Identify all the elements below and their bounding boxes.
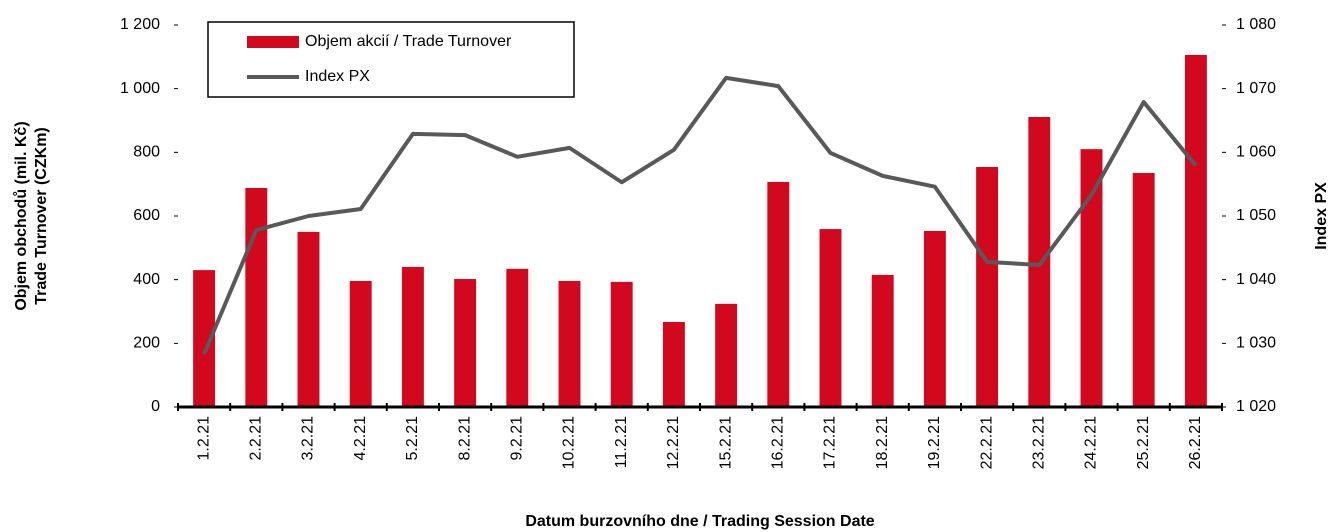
x-tick-label: 2.2.21 [248,416,265,461]
x-axis-title: Datum burzovního dne / Trading Session D… [525,513,874,530]
bar [715,303,738,407]
y-tick-label: 1 000 [120,80,160,97]
bar [923,230,946,407]
x-tick-label: 4.2.21 [352,416,369,461]
x-tick-label: 11.2.21 [613,416,630,468]
y2-tick-label: 1 070 [1236,80,1276,97]
bar [1184,54,1207,407]
y-tick-label: 600 [133,207,160,224]
x-tick-label: 16.2.21 [770,416,787,469]
y2-tick-label: 1 040 [1236,271,1276,288]
bar [1132,173,1155,407]
y2-axis-title: Index PX [1313,182,1330,250]
x-tick-label: 19.2.21 [926,416,943,469]
x-tick-label: 10.2.21 [561,416,578,469]
x-tick-label: 8.2.21 [456,416,473,461]
x-tick-label: 15.2.21 [717,416,734,469]
bar [454,279,477,407]
y-tick-label: 400 [133,271,160,288]
x-tick-label: 22.2.21 [978,416,995,469]
x-tick-label: 12.2.21 [665,416,682,469]
x-tick-label: 3.2.21 [300,416,317,461]
y2-tick-label: 1 060 [1236,144,1276,161]
bar [871,274,894,407]
x-tick-label: 23.2.21 [1031,416,1048,469]
x-tick-label: 17.2.21 [822,416,839,469]
y-tick-label: 1 200 [120,16,160,33]
bar [976,166,999,407]
legend-label: Objem akcií / Trade Turnover [305,33,512,50]
bar [245,187,268,407]
x-tick-label: 18.2.21 [874,416,891,469]
bar [506,268,529,407]
bar [610,281,633,407]
x-tick-label: 24.2.21 [1083,416,1100,469]
bar [558,280,581,407]
x-tick-label: 9.2.21 [509,416,526,461]
y-tick-label: 0 [151,398,160,415]
bar [662,322,685,407]
legend-label: Index PX [305,68,370,85]
line [202,75,1198,355]
y-axis-title: Trade Turnover (CZKm) [33,127,50,305]
bar [401,266,424,407]
y-tick-label: 800 [133,144,160,161]
bar [819,229,842,407]
bar [349,280,372,407]
x-tick-label: 1.2.21 [195,416,212,461]
x-tick-label: 26.2.21 [1187,416,1204,469]
bar [1080,149,1103,407]
y2-tick-label: 1 050 [1236,207,1276,224]
legend-box [207,21,575,98]
bar [193,270,216,407]
y2-tick-label: 1 030 [1236,335,1276,352]
bar [767,181,790,407]
x-tick-label: 5.2.21 [404,416,421,461]
legend-swatch [247,36,299,48]
y2-tick-label: 1 020 [1236,398,1276,415]
y-axis-title: Objem obchodů (mil. Kč) [13,121,30,310]
x-tick-label: 25.2.21 [1135,416,1152,469]
y2-tick-label: 1 080 [1236,16,1276,33]
y-tick-label: 200 [133,335,160,352]
bar [297,231,320,407]
